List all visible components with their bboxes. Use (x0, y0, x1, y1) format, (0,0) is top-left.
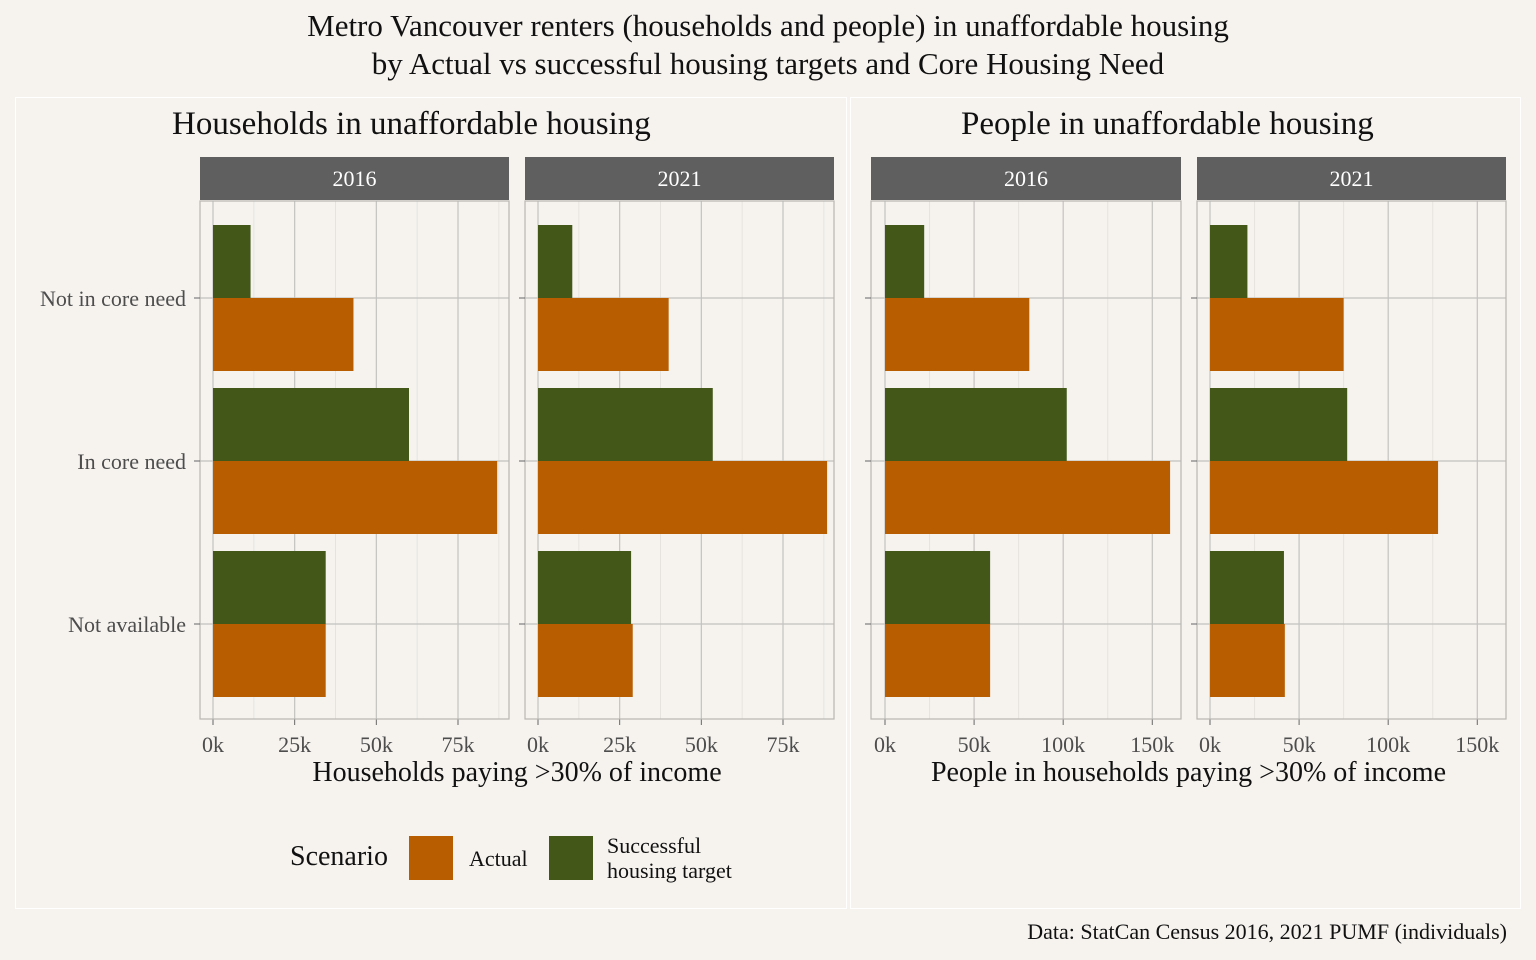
c1-f0-frame (870, 200, 1182, 720)
y-category-label: Not available (68, 612, 186, 637)
c0-f0-strip-label: 2016 (333, 166, 377, 191)
c0-f0-strip (200, 157, 509, 200)
c1-f0-xtick-label: 50k (958, 732, 991, 757)
y-category-label: Not in core need (40, 286, 186, 311)
c1-f0-xtick-label: 100k (1041, 732, 1085, 757)
c0-f1-bar-target (538, 551, 632, 624)
c0-f1-xtick-label: 0k (527, 732, 549, 757)
c1-f1-bar-target (1210, 388, 1348, 461)
people-panel (850, 97, 1521, 909)
c1-f1-xtick-label: 100k (1366, 732, 1410, 757)
c0-f1-bar-actual (538, 298, 669, 371)
legend-key-actual (409, 836, 453, 880)
c0-f1-strip-label: 2021 (658, 166, 702, 191)
c1-f0-xtick-label: 150k (1130, 732, 1174, 757)
households-panel-title: Households in unaffordable housing (172, 106, 651, 142)
c0-f1-bar-target (538, 225, 573, 298)
c0-f1-xtick-label: 75k (767, 732, 800, 757)
c0-f0-bar-actual (213, 461, 498, 534)
chart-title-line-2: by Actual vs successful housing targets … (371, 46, 1165, 81)
c0-f0-xtick-label: 25k (278, 732, 311, 757)
c1-f1-xtick-label: 0k (1199, 732, 1221, 757)
c0-f0-bar-actual (213, 624, 326, 697)
legend-key-target (549, 836, 593, 880)
c0-f0-bar-target (213, 225, 251, 298)
c1-f1-bar-actual (1210, 461, 1439, 534)
c0-f0-bar-target (213, 388, 409, 461)
c1-f0-bar-actual (885, 298, 1030, 371)
c0-f1-strip (525, 157, 834, 200)
c0-f1-frame (524, 200, 835, 720)
c0-f1-xtick-label: 25k (603, 732, 636, 757)
households-x-axis-label: Households paying >30% of income (312, 757, 722, 788)
c1-f0-bar-target (885, 225, 925, 298)
c1-f0-bar-actual (885, 461, 1171, 534)
chart-title-line-1: Metro Vancouver renters (households and … (307, 8, 1229, 43)
c0-f1-bar-actual (538, 461, 828, 534)
c0-f0-xtick-label: 0k (202, 732, 224, 757)
people-panel-title: People in unaffordable housing (961, 106, 1374, 142)
c1-f1-bar-actual (1210, 624, 1285, 697)
c1-f0-strip-label: 2016 (1004, 166, 1048, 191)
c1-f1-strip-label: 2021 (1330, 166, 1374, 191)
legend-label-target-line-2: housing target (607, 858, 732, 883)
c1-f0-bar-actual (885, 624, 991, 697)
c1-f0-xtick-label: 0k (874, 732, 896, 757)
legend-title: Scenario (290, 841, 388, 872)
c1-f0-bar-target (885, 551, 991, 624)
c0-f0-frame (199, 200, 510, 720)
c0-f1-xtick-label: 50k (685, 732, 718, 757)
c0-f0-bar-actual (213, 298, 354, 371)
c0-f1-bar-target (538, 388, 713, 461)
c0-f0-bar-target (213, 551, 326, 624)
c1-f1-bar-target (1210, 551, 1284, 624)
c1-f1-bar-actual (1210, 298, 1344, 371)
people-x-axis-label: People in households paying >30% of inco… (930, 757, 1447, 788)
c1-f0-strip (871, 157, 1181, 200)
c0-f0-xtick-label: 50k (360, 732, 393, 757)
c1-f1-xtick-label: 150k (1455, 732, 1499, 757)
households-panel (15, 97, 847, 909)
c0-f0-xtick-label: 75k (442, 732, 475, 757)
c1-f1-strip (1197, 157, 1506, 200)
c1-f1-xtick-label: 50k (1283, 732, 1316, 757)
c1-f1-frame (1196, 200, 1507, 720)
y-category-label: In core need (77, 449, 186, 474)
c1-f0-bar-target (885, 388, 1067, 461)
legend-label-actual: Actual (469, 846, 528, 871)
c0-f1-bar-actual (538, 624, 633, 697)
c1-f1-bar-target (1210, 225, 1248, 298)
legend-label-target-line-1: Successful (607, 833, 702, 858)
data-source-caption: Data: StatCan Census 2016, 2021 PUMF (in… (1027, 919, 1507, 944)
